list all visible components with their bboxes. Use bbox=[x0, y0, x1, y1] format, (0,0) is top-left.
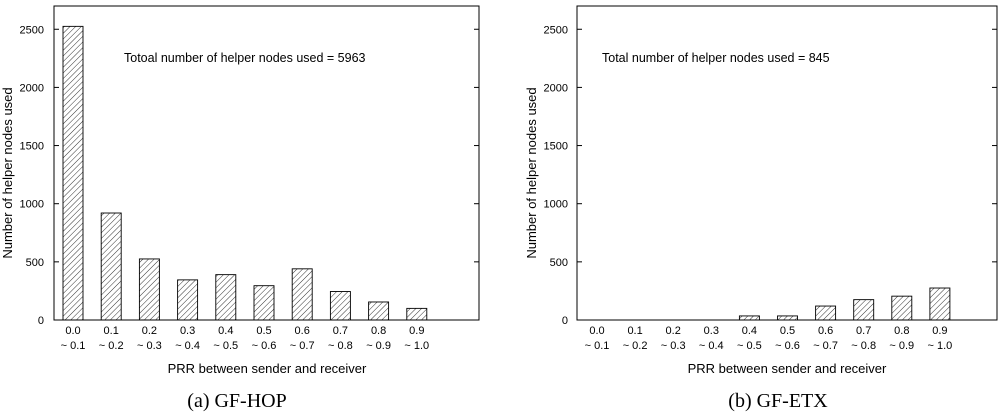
x-tick-label-range: ~ 0.8 bbox=[328, 340, 353, 352]
x-tick-label: 0.8 bbox=[894, 325, 909, 337]
x-tick-label-range: ~ 0.4 bbox=[699, 340, 724, 352]
x-tick-label: 0.0 bbox=[589, 325, 604, 337]
x-tick-label-range: ~ 0.7 bbox=[290, 340, 315, 352]
x-tick-label: 0.7 bbox=[333, 325, 348, 337]
y-tick-label: 500 bbox=[26, 257, 44, 269]
bar bbox=[177, 279, 199, 321]
annotation-b: Total number of helper nodes used = 845 bbox=[602, 51, 830, 65]
x-tick-label: 0.7 bbox=[856, 325, 871, 337]
x-tick-label: 0.9 bbox=[409, 325, 424, 337]
bars-b bbox=[738, 287, 951, 321]
x-tick-label-range: ~ 0.4 bbox=[175, 340, 200, 352]
x-tick-label: 0.1 bbox=[104, 325, 119, 337]
x-tick-label-range: ~ 0.5 bbox=[737, 340, 762, 352]
x-ticks-b: 0.0 ~ 0.1 0.1 ~ 0.2 0.2 ~ 0.3 0.3 ~ 0.4 0.4 ~ 0.5… bbox=[585, 325, 953, 352]
x-tick-label-range: ~ 1.0 bbox=[928, 340, 953, 352]
x-tick-label-range: ~ 0.6 bbox=[252, 340, 277, 352]
y-tick-label: 500 bbox=[550, 257, 568, 269]
x-tick-label-range: ~ 0.8 bbox=[851, 340, 876, 352]
x-ticks-a: 0.0 ~ 0.1 0.1 ~ 0.2 0.2 ~ 0.3 0.3 ~ 0.4 0.4 ~ 0.5… bbox=[61, 325, 430, 352]
y-tick-label: 2500 bbox=[544, 24, 568, 36]
caption-b: (b) GF-ETX bbox=[728, 390, 828, 412]
x-tick-label-range: ~ 1.0 bbox=[404, 340, 429, 352]
x-tick-label-range: ~ 0.1 bbox=[61, 340, 86, 352]
y-ticks-a: 0 500 1000 1500 2000 2500 bbox=[20, 24, 479, 327]
x-tick-label: 0.4 bbox=[218, 325, 233, 337]
bar bbox=[329, 291, 351, 321]
bar bbox=[738, 315, 760, 321]
bar bbox=[253, 285, 275, 321]
y-tick-label: 1000 bbox=[20, 199, 44, 211]
x-tick-label: 0.2 bbox=[666, 325, 681, 337]
bar bbox=[406, 307, 428, 321]
bar bbox=[815, 305, 837, 321]
x-tick-label-range: ~ 0.3 bbox=[137, 340, 162, 352]
x-tick-label: 0.3 bbox=[704, 325, 719, 337]
annotation-a: Totoal number of helper nodes used = 596… bbox=[124, 51, 366, 65]
x-tick-label: 0.3 bbox=[180, 325, 195, 337]
y-tick-label: 0 bbox=[38, 315, 44, 327]
x-tick-label: 0.0 bbox=[65, 325, 80, 337]
x-tick-label: 0.8 bbox=[371, 325, 386, 337]
y-tick-label: 0 bbox=[562, 315, 568, 327]
x-tick-label-range: ~ 0.3 bbox=[661, 340, 686, 352]
x-tick-label-range: ~ 0.1 bbox=[585, 340, 610, 352]
x-tick-label: 0.1 bbox=[627, 325, 642, 337]
x-axis-label-b: PRR between sender and receiver bbox=[688, 361, 887, 376]
y-tick-label: 2000 bbox=[544, 82, 568, 94]
x-axis-label-a: PRR between sender and receiver bbox=[168, 361, 367, 376]
bar bbox=[138, 258, 160, 321]
x-tick-label: 0.6 bbox=[818, 325, 833, 337]
x-tick-label: 0.9 bbox=[932, 325, 947, 337]
y-axis-label-a: Number of helper nodes used bbox=[0, 87, 15, 258]
x-tick-label-range: ~ 0.9 bbox=[366, 340, 391, 352]
x-tick-label-range: ~ 0.9 bbox=[889, 340, 914, 352]
x-tick-label-range: ~ 0.7 bbox=[813, 340, 838, 352]
bar bbox=[291, 268, 313, 321]
y-tick-label: 1000 bbox=[544, 199, 568, 211]
bars-a bbox=[62, 25, 428, 321]
x-tick-label-range: ~ 0.2 bbox=[623, 340, 648, 352]
x-tick-label-range: ~ 0.6 bbox=[775, 340, 800, 352]
x-tick-label: 0.6 bbox=[295, 325, 310, 337]
y-tick-label: 1500 bbox=[20, 141, 44, 153]
bar bbox=[100, 212, 122, 321]
y-tick-label: 2000 bbox=[20, 82, 44, 94]
x-tick-label: 0.2 bbox=[142, 325, 157, 337]
bar bbox=[853, 299, 875, 321]
chart-panel-a: Totoal number of helper nodes used = 596… bbox=[0, 5, 480, 412]
bar bbox=[891, 295, 913, 321]
bar bbox=[62, 25, 84, 321]
chart-panel-b: Total number of helper nodes used = 845 … bbox=[524, 5, 998, 412]
bar bbox=[368, 301, 390, 321]
y-ticks-b: 0 500 1000 1500 2000 2500 bbox=[544, 24, 997, 327]
x-tick-label: 0.5 bbox=[256, 325, 271, 337]
x-tick-label-range: ~ 0.2 bbox=[99, 340, 124, 352]
x-tick-label: 0.5 bbox=[780, 325, 795, 337]
x-tick-label: 0.4 bbox=[742, 325, 757, 337]
bar bbox=[777, 315, 798, 321]
y-axis-label-b: Number of helper nodes used bbox=[524, 87, 539, 258]
caption-a: (a) GF-HOP bbox=[187, 390, 286, 412]
y-tick-label: 1500 bbox=[544, 141, 568, 153]
bar bbox=[929, 287, 951, 321]
bar bbox=[215, 274, 237, 321]
y-tick-label: 2500 bbox=[20, 24, 44, 36]
x-tick-label-range: ~ 0.5 bbox=[213, 340, 238, 352]
